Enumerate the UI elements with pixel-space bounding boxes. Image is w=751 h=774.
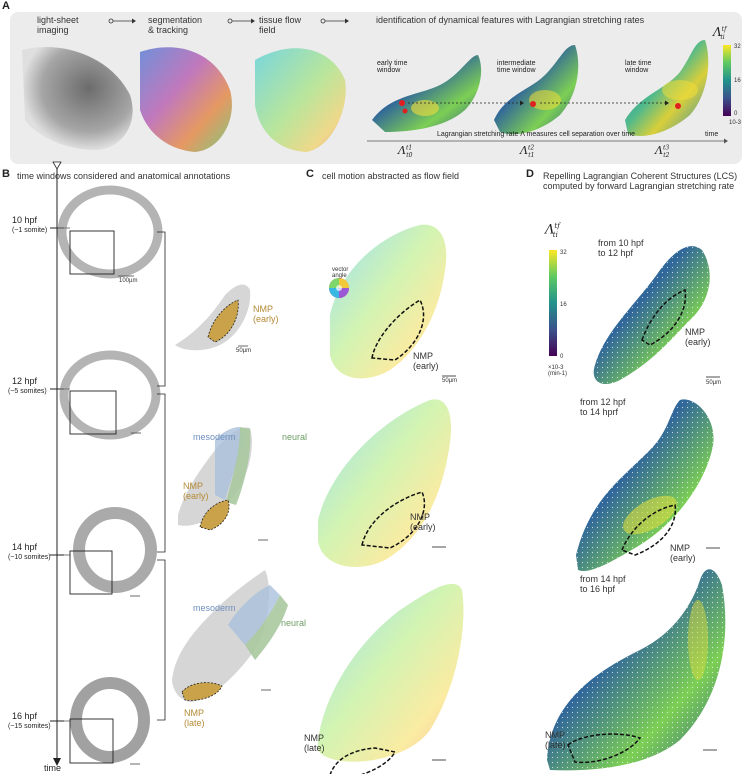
- cb-d-mid: 16: [560, 302, 567, 308]
- label-neural-b2: neural: [281, 618, 307, 628]
- label-12hpf: 12 hpf: [12, 376, 38, 386]
- lambda-2: Λt2t1: [520, 144, 535, 160]
- nmp-outline-d1: [641, 288, 687, 346]
- window-brackets: [157, 231, 166, 721]
- panel-c-letter: C: [306, 168, 314, 180]
- window-label-3: from 14 hpf to 16 hpf: [580, 574, 626, 595]
- label-early-window: early time window: [377, 60, 408, 74]
- panel-a-letter: A: [2, 0, 10, 12]
- nmp-outline-d2: [621, 504, 677, 556]
- embryo-16hpf: [69, 677, 150, 764]
- embryo-14hpf: [69, 507, 157, 595]
- segmentation-image: [140, 47, 232, 152]
- label-neural-b1: neural: [282, 432, 308, 442]
- scale-100um: 100µm: [119, 278, 138, 284]
- panel-c-title: cell motion abstracted as flow field: [322, 171, 460, 181]
- scale-d: 50µm: [706, 380, 722, 386]
- label-1somite: (~1 somite): [12, 227, 48, 234]
- tissue-flow-image: [255, 48, 346, 152]
- cb-a-max: 32: [734, 44, 741, 50]
- time-axis-label: time: [705, 131, 719, 138]
- cb-a-unit: 10-3: [729, 120, 742, 126]
- label-16hpf: 16 hpf: [12, 711, 38, 721]
- mesoderm-region-1: [215, 427, 245, 500]
- heatmap-early: [372, 55, 482, 132]
- scale-c: 50µm: [442, 378, 458, 384]
- step-segmentation: segmentation & tracking: [148, 15, 203, 36]
- nmp-early-region-1: [207, 299, 239, 343]
- vector-angle-wheel: [329, 278, 349, 298]
- mesoderm-region-2: [228, 585, 280, 645]
- label-nmp-d2: NMP (early): [670, 543, 696, 564]
- flow-field-2: [318, 399, 451, 568]
- heatmap-intermediate: [494, 45, 579, 135]
- lambda-1: Λt1t0: [398, 144, 413, 160]
- label-10somites: (~10 somites): [8, 554, 51, 561]
- cb-a-mid: 16: [734, 78, 741, 84]
- colorbar-title-a: Λtfti: [713, 25, 727, 42]
- scale-50um: 50µm: [236, 348, 252, 354]
- label-nmp-d3: NMP (late): [545, 730, 566, 751]
- label-nmp-late-b: NMP (late): [184, 708, 205, 729]
- label-intermediate-window: intermediate time window: [497, 60, 536, 74]
- label-nmp-d1: NMP (early): [685, 327, 711, 348]
- flow-field-1: [330, 224, 447, 379]
- embryo-12hpf: [59, 350, 161, 440]
- flow-field-3: [318, 583, 464, 762]
- cb-d-max: 32: [560, 250, 567, 256]
- label-nmp-c1: NMP (early): [413, 351, 439, 372]
- lightsheet-embryo-image: [22, 47, 133, 150]
- label-late-window: late time window: [625, 60, 652, 74]
- panel-b-title: time windows considered and anatomical a…: [17, 171, 231, 181]
- panel-d-colorbar: [549, 250, 557, 356]
- nmp-outline-c1: [371, 298, 425, 361]
- label-mesoderm-b2: mesoderm: [193, 603, 236, 613]
- label-mesoderm-b1: mesoderm: [193, 432, 236, 442]
- step-flow-field: tissue flow field: [259, 15, 302, 36]
- axis-caption: Lagrangian stretching rate Λ measures ce…: [437, 131, 636, 138]
- colorbar-title-d: Λtfti: [545, 222, 560, 239]
- lambda-3: Λt3t2: [655, 144, 670, 160]
- nmp-outline-c2: [361, 491, 426, 549]
- label-14hpf: 14 hpf: [12, 542, 38, 552]
- nmp-early-region-2: [199, 499, 230, 531]
- panel-a-colorbar: [723, 45, 731, 116]
- label-nmp-c2: NMP (early): [410, 512, 436, 533]
- timeline-label: time: [44, 763, 62, 773]
- nmp-outline-d3: [567, 733, 642, 764]
- label-nmp-c3: NMP (late): [304, 733, 325, 754]
- embryo-10hpf: [57, 185, 163, 279]
- panel-d-title: Repelling Lagrangian Coherent Structures…: [543, 171, 738, 192]
- neural-region-2: [245, 595, 288, 660]
- step-lightsheet: light-sheet imaging: [37, 15, 79, 36]
- panel-d-letter: D: [526, 168, 534, 180]
- label-15somites: (~15 somites): [8, 723, 51, 730]
- step-identification: identification of dynamical features wit…: [376, 15, 645, 25]
- cb-d-min: 0: [560, 354, 564, 360]
- cb-a-min: 0: [734, 111, 738, 117]
- window-label-2: from 12 hpf to 14 hprf: [580, 397, 626, 418]
- nmp-late-region: [181, 682, 223, 701]
- label-10hpf: 10 hpf: [12, 215, 38, 225]
- neural-region-1: [226, 427, 251, 505]
- label-nmp-early-b1: NMP (early): [253, 304, 279, 325]
- label-5somites: (~5 somites): [8, 388, 47, 395]
- label-nmp-early-b2: NMP (early): [183, 481, 209, 502]
- cb-d-unit: ×10-3 (min-1): [548, 365, 567, 377]
- panel-b-letter: B: [2, 168, 10, 180]
- label-vector-angle: vector angle: [332, 267, 349, 279]
- window-label-1: from 10 hpf to 12 hpf: [598, 238, 644, 259]
- timeline-start-marker: [52, 161, 62, 170]
